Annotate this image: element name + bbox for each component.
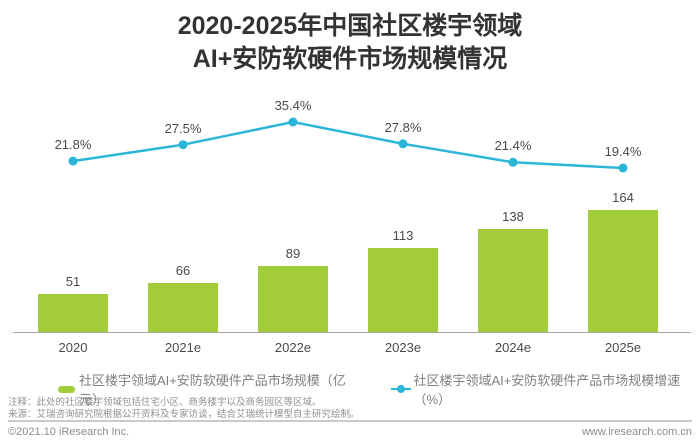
x-axis-label: 2023e (384, 340, 422, 355)
chart-column: 113 (348, 0, 458, 332)
line-legend-marker-icon (390, 385, 411, 394)
note-text: 注释：此处的社区楼宇领域包括住宅小区、商务楼宇以及商务园区等区域。 (8, 397, 322, 408)
legend-line-label: 社区楼宇领域AI+安防软硬件产品市场规模增速（%） (413, 373, 681, 407)
bar-legend-swatch-icon (58, 385, 75, 393)
line-value-label: 35.4% (274, 98, 312, 113)
chart-column: 138 (458, 0, 568, 332)
x-axis-label: 2024e (494, 340, 532, 355)
page-title-line1: 2020-2025年中国社区楼宇领域 (177, 12, 523, 40)
page-title-line2: AI+安防软硬件市场规模情况 (192, 45, 508, 73)
bar-value-label: 51 (65, 274, 81, 290)
footnotes: 注释：此处的社区楼宇领域包括住宅小区、商务楼宇以及商务园区等区域。 来源：艾瑞咨… (8, 397, 360, 420)
copyright-text: ©2021.10 iResearch Inc. (8, 426, 130, 438)
line-legend-dot (396, 385, 405, 393)
line-value-label: 21.4% (494, 138, 532, 154)
legend-bar-label: 社区楼宇领域AI+安防软硬件产品市场规模（亿元） (78, 373, 346, 407)
line-value-label: 27.8% (384, 119, 422, 135)
bar (478, 229, 548, 332)
source-text: 来源：艾瑞咨询研究院根据公开资料及专家访谈，结合艾瑞统计模型自主研究绘制。 (8, 408, 360, 420)
bar (38, 294, 108, 332)
bar-value-label: 164 (612, 190, 634, 205)
x-axis-label: 2025e (604, 340, 642, 355)
chart-column: 89 (238, 0, 348, 332)
line-value-label: 27.5% (164, 120, 202, 136)
bar-value-label: 138 (502, 209, 524, 225)
legend: 社区楼宇领域AI+安防软硬件产品市场规模（亿元） 社区楼宇领域AI+安防软硬件产… (58, 370, 700, 408)
page-title: 2020-2025年中国社区楼宇领域 AI+安防软硬件市场规模情况 (0, 10, 700, 76)
bar (148, 282, 218, 332)
bar (258, 265, 328, 332)
x-axis-line (13, 332, 691, 333)
x-axis-label: 2020 (58, 340, 88, 355)
legend-item-growth-rate: 社区楼宇领域AI+安防软硬件产品市场规模增速（%） (390, 370, 700, 408)
bar-value-label: 66 (175, 262, 191, 278)
bar-columns: 51 66 89 113 138 164 (18, 0, 678, 332)
bar-value-label: 113 (392, 227, 414, 243)
legend-item-market-size: 社区楼宇领域AI+安防软硬件产品市场规模（亿元） (58, 370, 355, 408)
line-value-label: 19.4% (604, 144, 642, 159)
bar (588, 210, 658, 332)
bar (368, 247, 438, 332)
chart-column: 164 (568, 0, 678, 332)
x-axis-label: 2022e (274, 340, 312, 355)
website-link[interactable]: www.iresearch.com.cn (581, 426, 692, 438)
chart-plot: 51 66 89 113 138 164 2020 2021e 2022e 2023e 2024e… (13, 0, 691, 355)
footer-divider (8, 420, 692, 422)
x-axis-label: 2021e (164, 340, 202, 355)
chart-column: 66 (128, 0, 238, 332)
bar-value-label: 89 (285, 245, 301, 261)
line-value-label: 21.8% (54, 137, 92, 153)
chart-column: 51 (18, 0, 128, 332)
x-axis-labels: 2020 2021e 2022e 2023e 2024e 2025e (18, 340, 678, 355)
